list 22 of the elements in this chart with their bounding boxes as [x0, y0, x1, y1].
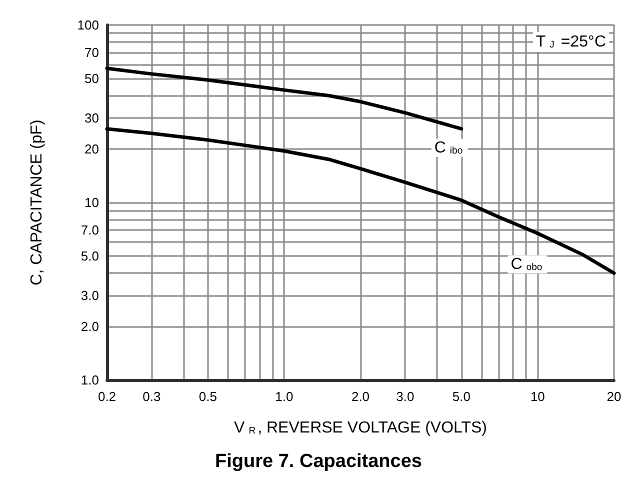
x-tick-label: 5.0: [452, 389, 470, 404]
x-tick-label: 10: [530, 389, 545, 404]
y-tick-label: 100: [77, 18, 99, 32]
y-tick-label: 70: [84, 44, 99, 60]
x-tick-label: 3.0: [396, 389, 414, 404]
y-tick-label: 5.0: [80, 248, 99, 264]
x-tick-label: 0.3: [142, 389, 161, 404]
y-tick-label: 1.0: [80, 372, 99, 388]
x-tick-label: 1.0: [275, 389, 294, 404]
x-tick-label: 20: [606, 389, 622, 404]
y-axis-title: C, CAPACITANCE (pF): [28, 120, 46, 286]
y-tick-label: 30: [84, 110, 99, 126]
y-tick-label: 7.0: [80, 222, 99, 238]
y-tick-label: 10: [84, 195, 99, 210]
x-tick-label: 0.2: [98, 389, 116, 404]
x-tick-label: 2.0: [351, 389, 370, 404]
y-tick-label: 20: [84, 142, 99, 157]
x-tick-label: 0.5: [198, 389, 217, 404]
y-tick-label: 50: [84, 70, 99, 86]
text: Figure 7. Capacitances: [215, 451, 422, 472]
y-tick-label: 2.0: [80, 319, 99, 334]
y-tick-label: 3.0: [80, 288, 99, 303]
